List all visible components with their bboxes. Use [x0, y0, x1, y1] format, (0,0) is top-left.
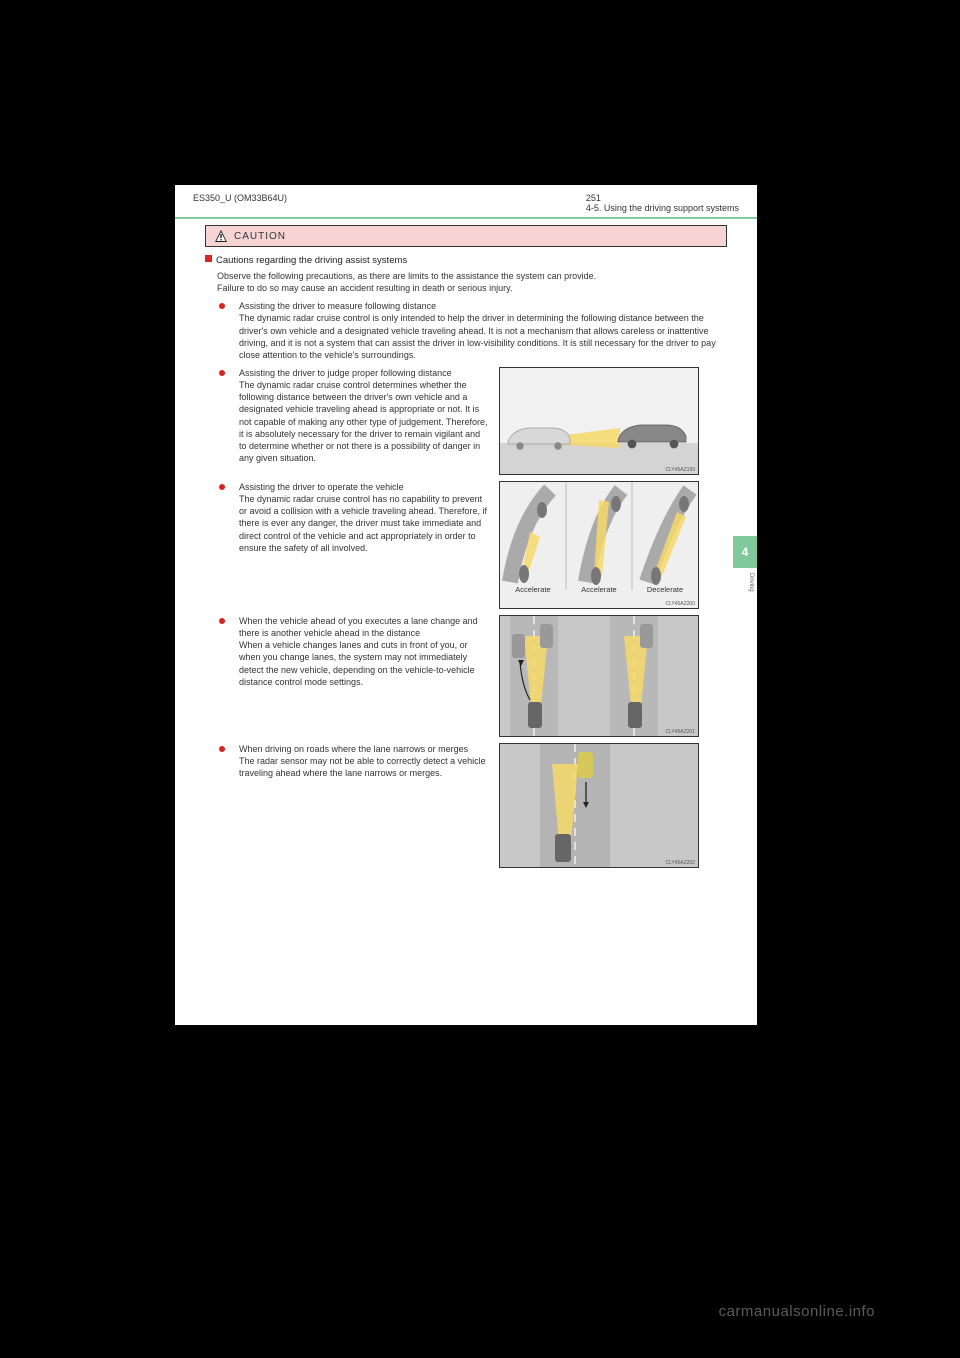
figure-label: CLY45AZ200 [665, 601, 695, 607]
intro-paragraph: Observe the following precautions, as th… [205, 270, 727, 294]
list-item: When driving on roads where the lane nar… [219, 743, 727, 868]
figure-lane-narrow: CLY45AZ202 [499, 743, 699, 868]
figure-label: CLY45AZ201 [665, 729, 695, 735]
list-item: Assisting the driver to operate the vehi… [219, 481, 727, 609]
warning-icon [214, 229, 228, 243]
bullet-icon [219, 746, 225, 752]
red-square-icon [205, 255, 212, 262]
page-header: ES350_U (OM33B64U) 251 4-5. Using the dr… [175, 185, 757, 217]
item-text: Assisting the driver to operate the vehi… [239, 481, 489, 554]
figure-label: CLY45AZ199 [665, 467, 695, 473]
item-text: Assisting the driver to judge proper fol… [239, 367, 489, 464]
header-left: ES350_U (OM33B64U) [193, 193, 287, 213]
list-item: Assisting the driver to judge proper fol… [219, 367, 727, 475]
figure-lane-change: CLY45AZ201 [499, 615, 699, 737]
page-number: 251 [586, 193, 601, 203]
section-label: 4-5. Using the driving support systems [586, 203, 739, 213]
chapter-tab: 4 [733, 536, 757, 568]
caution-bar: CAUTION [205, 225, 727, 247]
figure-label: CLY45AZ202 [665, 860, 695, 866]
caution-label: CAUTION [234, 231, 286, 242]
figure-radar-distance: CLY45AZ199 [499, 367, 699, 475]
section-heading: Cautions regarding the driving assist sy… [205, 255, 727, 266]
manual-page: ES350_U (OM33B64U) 251 4-5. Using the dr… [175, 185, 757, 1025]
header-divider [175, 217, 757, 219]
chapter-caption: Driving [748, 573, 754, 592]
fig-caption: Accelerate [566, 585, 632, 594]
bullet-icon [219, 484, 225, 490]
list-item: When the vehicle ahead of you executes a… [219, 615, 727, 737]
fig-caption: Decelerate [632, 585, 698, 594]
content-area: Cautions regarding the driving assist sy… [205, 255, 727, 868]
chapter-number: 4 [742, 545, 749, 559]
bullet-icon [219, 370, 225, 376]
item-text: When driving on roads where the lane nar… [239, 743, 489, 779]
bullet-icon [219, 618, 225, 624]
watermark: carmanualsonline.info [719, 1303, 875, 1320]
list-item: Assisting the driver to measure followin… [219, 300, 727, 361]
item-text: Assisting the driver to measure followin… [239, 300, 727, 361]
figure-curve-scenarios: Accelerate Accelerate Decelerate CLY45AZ… [499, 481, 699, 609]
items-list: Assisting the driver to measure followin… [205, 300, 727, 868]
fig-caption: Accelerate [500, 585, 566, 594]
header-right: 251 4-5. Using the driving support syste… [586, 193, 739, 213]
item-text: When the vehicle ahead of you executes a… [239, 615, 489, 688]
bullet-icon [219, 303, 225, 309]
